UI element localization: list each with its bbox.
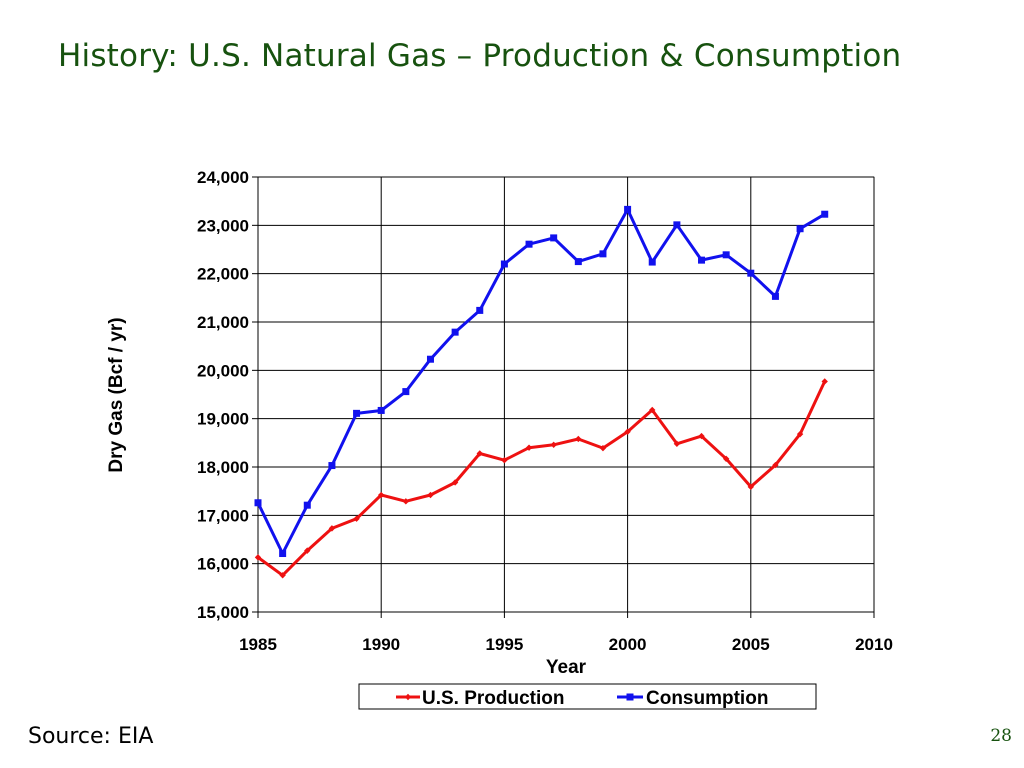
data-point-u-s-production (328, 525, 336, 532)
data-point-consumption (796, 225, 804, 233)
y-tick-label: 22,000 (197, 265, 249, 284)
data-point-u-s-production (747, 483, 754, 491)
x-tick-label: 1985 (239, 635, 277, 654)
data-point-u-s-production (575, 435, 582, 443)
data-point-consumption (722, 251, 730, 259)
y-tick-label: 23,000 (197, 216, 249, 235)
x-axis-tick-labels: 1985 1990 1995 2000 2005 2010 (239, 635, 893, 654)
legend-marker-production (404, 693, 412, 701)
y-tick-label: 19,000 (197, 410, 249, 429)
data-point-consumption (698, 256, 706, 264)
x-tick-label: 1990 (362, 635, 400, 654)
data-point-u-s-production (722, 455, 730, 462)
data-point-consumption (550, 234, 558, 242)
gridlines (252, 176, 875, 618)
data-point-u-s-production (427, 491, 434, 499)
data-point-u-s-production (402, 498, 410, 505)
x-tick-label: 1995 (485, 635, 523, 654)
data-point-consumption (451, 328, 459, 336)
data-point-consumption (377, 406, 385, 414)
data-point-u-s-production (304, 547, 311, 554)
y-tick-label: 20,000 (197, 361, 249, 380)
data-point-consumption (821, 210, 829, 218)
data-point-consumption (279, 550, 287, 558)
data-point-u-s-production (254, 554, 262, 561)
y-axis-title: Dry Gas (Bcf / yr) (106, 317, 127, 472)
x-tick-label: 2000 (609, 635, 647, 654)
data-point-u-s-production (772, 461, 779, 469)
source-note: Source: EIA (28, 724, 154, 749)
data-point-u-s-production (451, 479, 459, 486)
data-point-u-s-production (476, 450, 483, 457)
series-line-consumption (256, 207, 826, 555)
data-point-consumption (771, 292, 779, 300)
data-point-u-s-production (550, 441, 557, 448)
x-tick-label: 2005 (732, 635, 770, 654)
data-point-consumption (673, 221, 681, 229)
data-point-u-s-production (353, 515, 360, 522)
data-point-u-s-production (673, 440, 681, 447)
legend: U.S. Production Consumption (358, 683, 817, 710)
data-point-u-s-production (525, 444, 533, 451)
legend-box (358, 683, 817, 710)
page-number: 28 (990, 726, 1012, 746)
data-point-u-s-production (624, 428, 631, 435)
data-point-consumption (747, 269, 755, 277)
slide-title: History: U.S. Natural Gas – Production &… (58, 38, 902, 74)
x-axis-title: Year (546, 657, 587, 678)
data-point-consumption (303, 501, 311, 509)
data-point-u-s-production (649, 406, 656, 414)
y-tick-label: 24,000 (197, 168, 249, 187)
data-point-u-s-production (378, 491, 385, 499)
data-point-consumption (624, 205, 632, 213)
plot-area (257, 176, 875, 613)
legend-marker-consumption (626, 693, 634, 701)
data-point-u-s-production (599, 444, 607, 452)
y-tick-label: 18,000 (197, 458, 249, 477)
data-point-u-s-production (501, 457, 508, 464)
y-axis-tick-labels: 15,000 16,000 17,000 18,000 19,000 20,000 21,0… (197, 168, 249, 622)
data-series (254, 205, 829, 579)
data-point-consumption (599, 250, 607, 258)
data-point-u-s-production (796, 430, 804, 438)
series-line-u-s-production (257, 380, 827, 577)
data-point-consumption (353, 409, 361, 417)
data-point-consumption (402, 388, 410, 396)
y-tick-label: 21,000 (197, 313, 249, 332)
y-tick-label: 17,000 (197, 506, 249, 525)
data-point-u-s-production (279, 572, 286, 579)
data-point-consumption (328, 462, 336, 470)
y-tick-label: 15,000 (197, 603, 249, 622)
data-point-consumption (500, 260, 508, 268)
x-tick-label: 2010 (855, 635, 893, 654)
data-point-consumption (254, 499, 262, 507)
data-point-consumption (476, 306, 484, 314)
data-point-consumption (426, 355, 434, 363)
legend-label-production: U.S. Production (422, 688, 565, 709)
data-point-u-s-production (821, 378, 828, 385)
data-point-u-s-production (698, 432, 705, 440)
legend-label-consumption: Consumption (646, 688, 768, 709)
data-point-consumption (525, 240, 533, 248)
y-tick-label: 16,000 (197, 555, 249, 574)
data-point-consumption (574, 258, 582, 266)
data-point-consumption (648, 258, 656, 266)
